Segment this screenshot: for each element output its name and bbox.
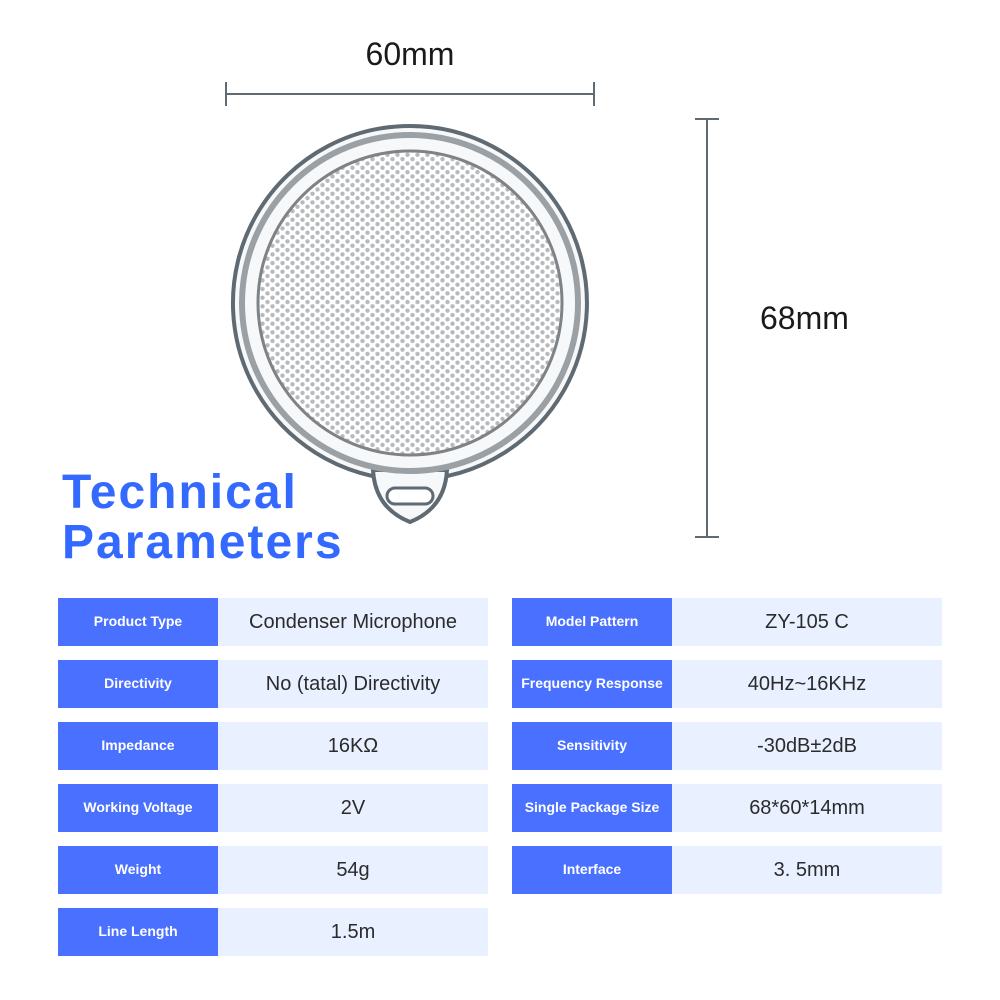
spec-value: 54g xyxy=(218,846,488,894)
spec-value: No (tatal) Directivity xyxy=(218,660,488,708)
height-dimension-bar xyxy=(695,118,719,538)
table-row: Weight 54g xyxy=(58,846,488,894)
spec-key: Weight xyxy=(58,846,218,894)
spec-key: Directivity xyxy=(58,660,218,708)
spec-value: Condenser Microphone xyxy=(218,598,488,646)
table-row: Directivity No (tatal) Directivity xyxy=(58,660,488,708)
section-heading: Technical Parameters xyxy=(62,468,344,569)
heading-line-1: Technical xyxy=(62,468,344,518)
width-dimension-bar xyxy=(225,82,595,106)
spec-value: ZY-105 C xyxy=(672,598,942,646)
spec-key: Model Pattern xyxy=(512,598,672,646)
table-row: Sensitivity -30dB±2dB xyxy=(512,722,942,770)
table-row: Interface 3. 5mm xyxy=(512,846,942,894)
spec-value: -30dB±2dB xyxy=(672,722,942,770)
spec-value: 40Hz~16KHz xyxy=(672,660,942,708)
spec-key: Product Type xyxy=(58,598,218,646)
table-row: Impedance 16KΩ xyxy=(58,722,488,770)
spec-value: 68*60*14mm xyxy=(672,784,942,832)
spec-key: Impedance xyxy=(58,722,218,770)
spec-key: Working Voltage xyxy=(58,784,218,832)
specifications-table: Product Type Condenser Microphone Direct… xyxy=(58,598,942,956)
heading-line-2: Parameters xyxy=(62,518,344,568)
spec-value: 2V xyxy=(218,784,488,832)
spec-column-right: Model Pattern ZY-105 C Frequency Respons… xyxy=(512,598,942,956)
spec-value: 3. 5mm xyxy=(672,846,942,894)
spec-value: 1.5m xyxy=(218,908,488,956)
spec-key: Sensitivity xyxy=(512,722,672,770)
table-row: Single Package Size 68*60*14mm xyxy=(512,784,942,832)
spec-key: Interface xyxy=(512,846,672,894)
spec-key: Single Package Size xyxy=(512,784,672,832)
spec-column-left: Product Type Condenser Microphone Direct… xyxy=(58,598,488,956)
spec-key: Line Length xyxy=(58,908,218,956)
spec-key: Frequency Response xyxy=(512,660,672,708)
table-row: Model Pattern ZY-105 C xyxy=(512,598,942,646)
height-dimension-label: 68mm xyxy=(760,300,849,337)
table-row: Working Voltage 2V xyxy=(58,784,488,832)
spec-value: 16KΩ xyxy=(218,722,488,770)
table-row: Line Length 1.5m xyxy=(58,908,488,956)
width-dimension-label: 60mm xyxy=(220,36,600,73)
table-row: Product Type Condenser Microphone xyxy=(58,598,488,646)
table-row: Frequency Response 40Hz~16KHz xyxy=(512,660,942,708)
